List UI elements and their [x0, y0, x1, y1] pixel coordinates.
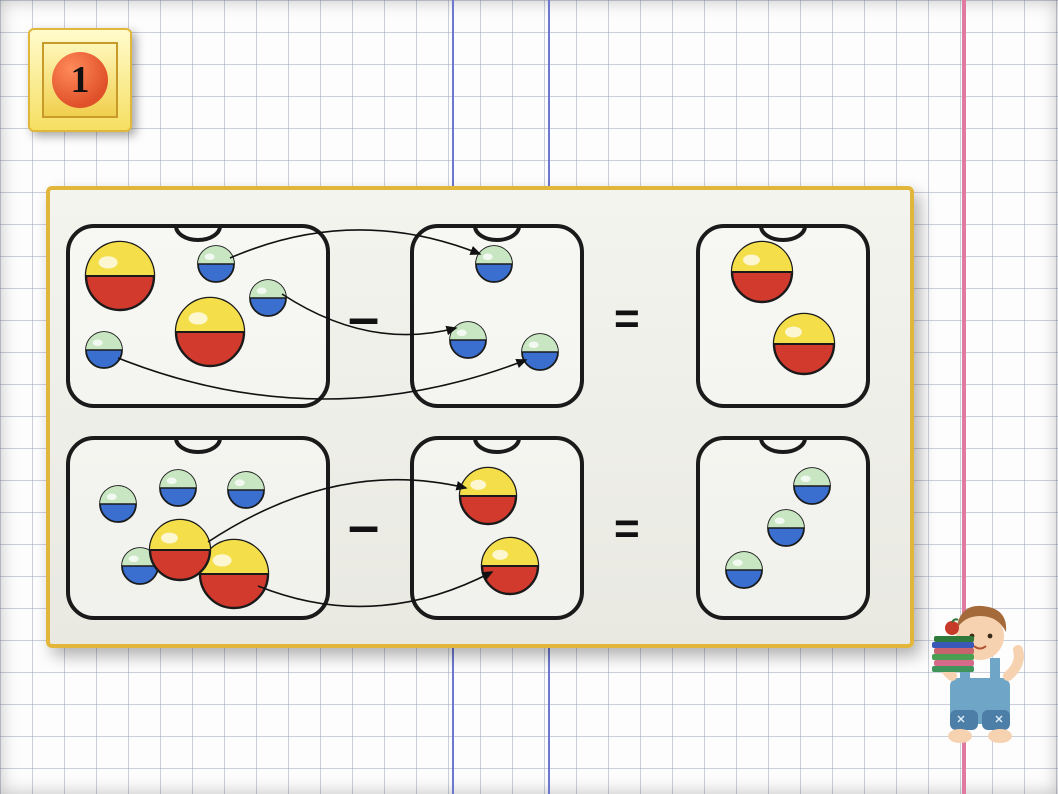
problem-svg	[50, 190, 910, 644]
ball-icon	[794, 468, 830, 504]
task-number-badge: 1	[28, 28, 132, 132]
problem-panel: – = – =	[46, 186, 914, 648]
ball-icon	[198, 246, 234, 282]
ball-icon	[250, 280, 286, 316]
ball-icon	[150, 520, 210, 580]
child-illustration	[920, 580, 1040, 750]
ball-icon	[522, 334, 558, 370]
ball-icon	[86, 332, 122, 368]
task-number-text: 1	[71, 58, 90, 102]
ball-icon	[228, 472, 264, 508]
ball-icon	[774, 314, 834, 374]
worksheet-stage: 1 – = – =	[0, 0, 1058, 794]
ball-icon	[732, 242, 792, 302]
ball-icon	[726, 552, 762, 588]
ball-icon	[460, 468, 516, 524]
task-number-circle: 1	[52, 52, 108, 108]
ball-icon	[768, 510, 804, 546]
ball-icon	[100, 486, 136, 522]
equals-operator: =	[614, 514, 640, 544]
ball-icon	[482, 538, 538, 594]
equals-operator: =	[614, 304, 640, 334]
ball-icon	[160, 470, 196, 506]
ball-icon	[476, 246, 512, 282]
minus-operator: –	[348, 302, 379, 332]
task-number-inner: 1	[42, 42, 118, 118]
minus-operator: –	[348, 510, 379, 540]
ball-icon	[176, 298, 244, 366]
ball-icon	[86, 242, 154, 310]
